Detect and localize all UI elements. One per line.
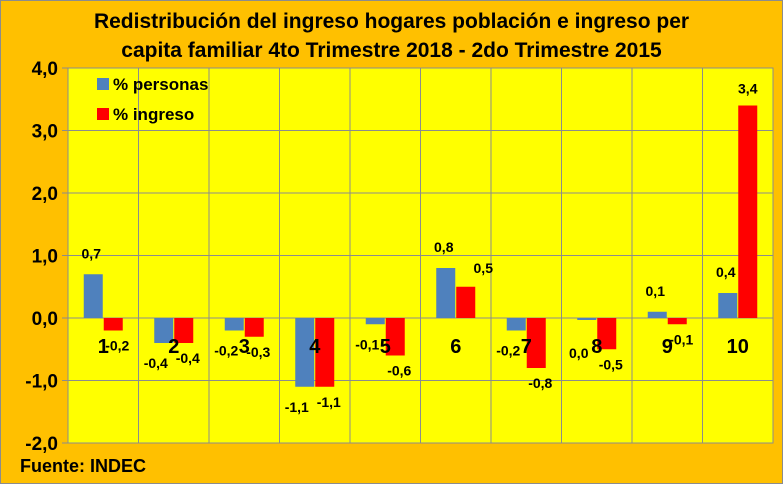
data-label: 0,4	[716, 264, 736, 280]
bar-personas	[295, 318, 315, 387]
x-category-label: 8	[591, 336, 602, 358]
data-label: -0,2	[214, 343, 238, 359]
bar-ingreso	[244, 318, 264, 337]
y-tick-label: 3,0	[32, 122, 58, 143]
bar-personas	[718, 293, 738, 318]
source-note: Fuente: INDEC	[20, 456, 146, 476]
data-label: -0,8	[528, 375, 552, 391]
x-category-label: 4	[309, 336, 321, 358]
chart-title-line-1: Redistribución del ingreso hogares pobla…	[93, 10, 690, 33]
bar-personas	[506, 318, 526, 331]
bar-ingreso	[174, 318, 194, 343]
data-label: 0,0	[569, 345, 589, 361]
bar-personas	[577, 318, 597, 320]
x-category-label: 10	[727, 336, 749, 358]
bar-personas	[365, 318, 385, 325]
data-label: -0,1	[669, 331, 693, 347]
bar-personas	[224, 318, 244, 331]
bar-ingreso	[385, 318, 405, 356]
bar-ingreso	[597, 318, 617, 350]
y-tick-label: -2,0	[25, 434, 58, 455]
bar-ingreso	[738, 105, 758, 318]
x-category-label: 6	[450, 336, 461, 358]
legend-label: % ingreso	[113, 105, 194, 124]
legend: % personas % ingreso	[97, 75, 208, 124]
legend-label: % personas	[113, 75, 208, 94]
data-label: -0,3	[246, 344, 270, 360]
bar-personas	[83, 274, 103, 318]
data-label: -0,4	[176, 350, 200, 366]
y-axis: -2,0 -1,0 0,0 1,0 2,0 3,0 4,0	[25, 59, 58, 455]
bar-personas	[154, 318, 174, 343]
x-category-label: 1	[98, 336, 109, 358]
data-label: -0,4	[144, 355, 168, 371]
data-label: -1,1	[317, 394, 341, 410]
data-label: 0,7	[82, 245, 102, 261]
bar-ingreso	[315, 318, 335, 387]
bar-personas	[436, 268, 456, 318]
y-tick-label: 1,0	[32, 247, 58, 268]
data-label: 0,1	[646, 283, 666, 299]
legend-swatch-ingreso	[97, 108, 109, 120]
gridlines	[62, 67, 773, 444]
chart-title-line-2: capita familiar 4to Trimestre 2018 - 2do…	[121, 39, 662, 62]
bar-ingreso	[103, 318, 123, 331]
x-category-label: 5	[380, 336, 391, 358]
y-tick-label: -1,0	[25, 372, 58, 393]
data-label: -0,6	[387, 363, 411, 379]
data-label: -0,2	[496, 343, 520, 359]
x-category-label: 7	[521, 336, 532, 358]
data-label: 3,4	[738, 81, 758, 97]
x-category-label: 3	[239, 336, 250, 358]
legend-swatch-personas	[97, 78, 109, 90]
y-tick-label: 4,0	[32, 59, 58, 80]
y-tick-label: 0,0	[32, 309, 58, 330]
bar-personas	[647, 311, 667, 318]
data-label: -0,2	[105, 338, 129, 354]
data-label: 0,8	[434, 239, 454, 255]
bar-ingreso	[667, 318, 687, 325]
x-category-label: 2	[168, 336, 179, 358]
data-label: -1,1	[285, 399, 309, 415]
x-category-label: 9	[662, 336, 673, 358]
bars	[83, 105, 758, 387]
bar-ingreso	[456, 286, 476, 318]
data-labels: 0,7 -0,2 -0,4 -0,4 -0,2 -0,3 -1,1 -1,1 -0,1 -0,6 0…	[82, 81, 758, 415]
y-tick-label: 2,0	[32, 184, 58, 205]
data-label: -0,5	[599, 356, 623, 372]
x-axis: 1 2 3 4 5 6 7 8 9 10	[98, 336, 749, 358]
bar-ingreso	[526, 318, 546, 368]
data-label: 0,5	[474, 260, 494, 276]
data-label: -0,1	[355, 336, 379, 352]
